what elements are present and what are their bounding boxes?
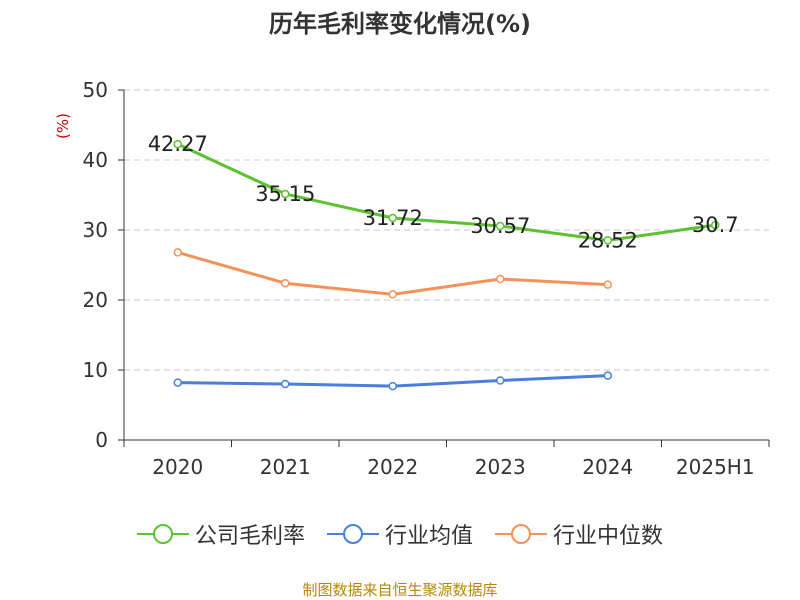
y-tick-label: 10: [83, 358, 108, 382]
data-point: [496, 376, 505, 385]
y-axis-label: (%): [54, 113, 72, 139]
data-point: [711, 220, 720, 230]
legend-circle: [152, 524, 173, 544]
data-point: [603, 236, 612, 245]
legend-item[interactable]: 公司毛利率: [136, 518, 305, 550]
data-point: [173, 248, 182, 257]
legend-label: 行业均值: [384, 524, 473, 549]
y-tick-label: 0: [95, 428, 108, 452]
y-tick-label: 30: [83, 218, 108, 242]
legend-marker-icon: [136, 524, 189, 544]
data-point: [496, 274, 505, 284]
legend-item[interactable]: 行业中位数: [495, 518, 663, 550]
data-point: [281, 278, 290, 288]
grid-lines: [124, 89, 769, 371]
data-point: [281, 189, 290, 199]
data-label: 31.72: [363, 206, 423, 230]
data-labels: 42.27 35.15 31.72 30.57 28.52 30.7: [148, 132, 739, 252]
x-tick-label: 2023: [475, 455, 526, 479]
legend-circle: [342, 524, 363, 544]
data-point: [281, 379, 290, 389]
data-point: [603, 371, 612, 380]
y-tick-label: 20: [83, 288, 108, 312]
data-point: [603, 280, 612, 289]
series-line-0: [177, 142, 716, 242]
series: [173, 139, 720, 391]
data-point: [496, 221, 505, 231]
legend-circle: [511, 524, 531, 544]
x-tick-label: 2022: [367, 455, 418, 479]
data-label: 30.57: [470, 214, 530, 238]
data-point: [388, 213, 397, 223]
data-label: 42.27: [148, 132, 208, 156]
chart-title: 历年毛利率变化情况(%): [269, 10, 531, 38]
legend-marker-icon: [326, 524, 379, 544]
data-point: [388, 381, 397, 391]
y-tick-label: 50: [83, 78, 108, 102]
x-tick-label: 2025H1: [676, 455, 755, 479]
legend-item[interactable]: 行业均值: [326, 518, 473, 550]
source-note: 制图数据来自恒生聚源数据库: [302, 581, 498, 599]
data-label: 30.7: [692, 213, 739, 237]
axes: 0 10 20 30 40 50 2020 2021 2022 2023 2024 2025H1: [83, 78, 770, 479]
legend-label: 公司毛利率: [194, 524, 305, 549]
x-tick-label: 2020: [152, 455, 203, 479]
data-point: [173, 139, 182, 149]
data-point: [388, 290, 397, 299]
x-tick-label: 2024: [582, 455, 633, 479]
series-line-2: [177, 250, 608, 296]
x-tick-label: 2021: [260, 455, 311, 479]
legend-marker-icon: [495, 524, 547, 544]
legend: 公司毛利率 行业均值 行业中位数: [0, 518, 800, 550]
data-point: [173, 378, 182, 387]
data-label: 28.52: [578, 228, 638, 252]
data-label: 35.15: [255, 182, 315, 206]
legend-label: 行业中位数: [553, 524, 664, 549]
y-tick-label: 40: [83, 148, 108, 172]
